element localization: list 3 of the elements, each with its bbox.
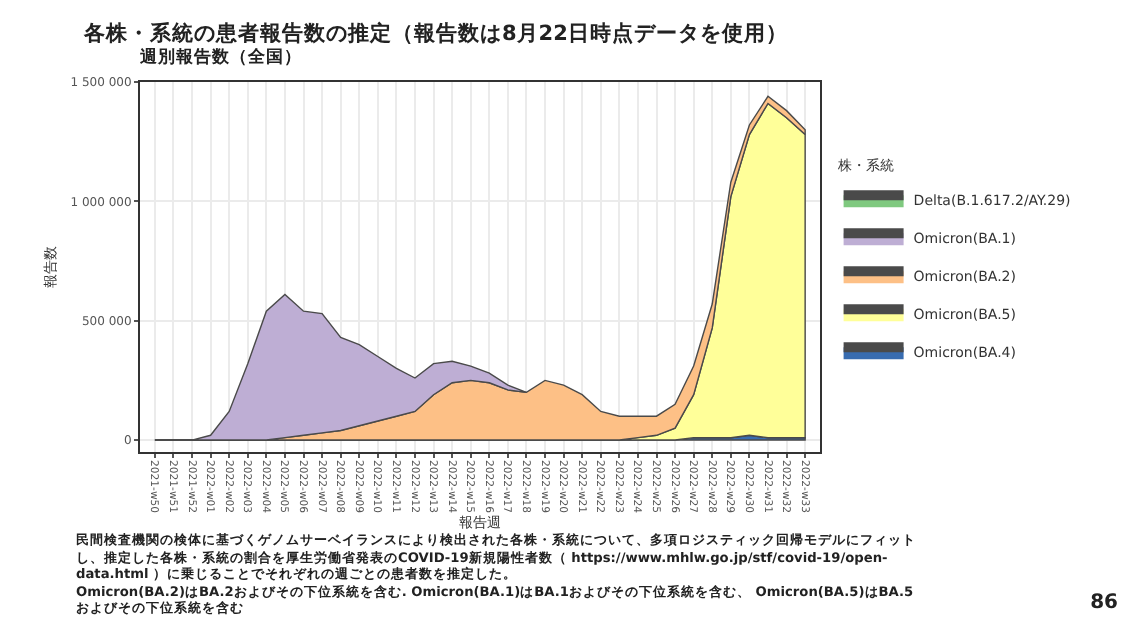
chart-title: 各株・系統の患者報告数の推定（報告数は8月22日時点データを使用） [84,20,788,48]
text: 86 [1090,592,1118,614]
chart-subtitle: 週別報告数（全国） [138,46,302,69]
